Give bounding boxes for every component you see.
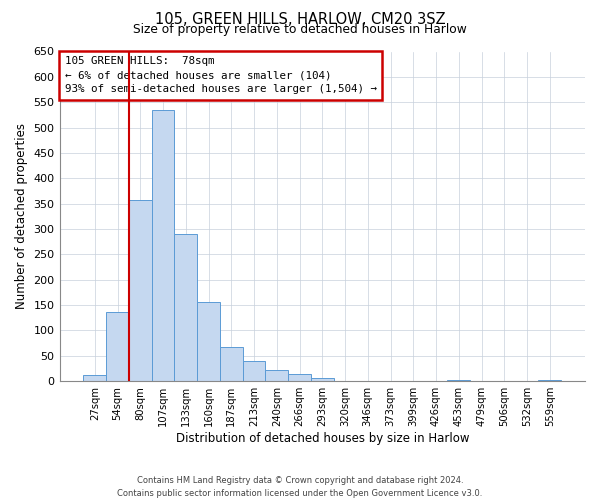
Bar — [106, 312, 129, 381]
Y-axis label: Number of detached properties: Number of detached properties — [15, 124, 28, 310]
Bar — [197, 302, 220, 381]
Bar — [242, 361, 265, 381]
Bar — [129, 200, 152, 381]
Bar — [175, 234, 197, 381]
Bar — [83, 375, 106, 381]
X-axis label: Distribution of detached houses by size in Harlow: Distribution of detached houses by size … — [176, 432, 469, 445]
Bar — [311, 378, 334, 381]
Bar — [538, 380, 561, 381]
Text: Size of property relative to detached houses in Harlow: Size of property relative to detached ho… — [133, 22, 467, 36]
Bar — [152, 110, 175, 381]
Text: 105 GREEN HILLS:  78sqm
← 6% of detached houses are smaller (104)
93% of semi-de: 105 GREEN HILLS: 78sqm ← 6% of detached … — [65, 56, 377, 94]
Bar — [265, 370, 288, 381]
Text: Contains HM Land Registry data © Crown copyright and database right 2024.
Contai: Contains HM Land Registry data © Crown c… — [118, 476, 482, 498]
Text: 105, GREEN HILLS, HARLOW, CM20 3SZ: 105, GREEN HILLS, HARLOW, CM20 3SZ — [155, 12, 445, 28]
Bar — [288, 374, 311, 381]
Bar — [448, 380, 470, 381]
Bar — [220, 347, 242, 381]
